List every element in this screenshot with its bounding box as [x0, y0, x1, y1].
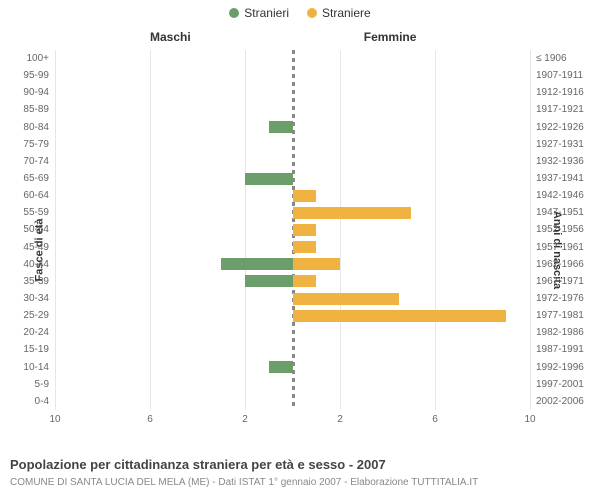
age-label: 0-4 — [35, 396, 55, 407]
bar-female — [293, 241, 317, 253]
age-row: 40-441962-1966 — [55, 256, 530, 273]
birth-year-label: 2002-2006 — [530, 396, 584, 407]
age-row: 60-641942-1946 — [55, 187, 530, 204]
age-row: 70-741932-1936 — [55, 153, 530, 170]
age-row: 50-541952-1956 — [55, 221, 530, 238]
age-label: 85-89 — [23, 104, 55, 115]
age-row: 25-291977-1981 — [55, 307, 530, 324]
x-tick: 2 — [242, 414, 248, 425]
bar-female — [293, 258, 341, 270]
age-row: 75-791927-1931 — [55, 136, 530, 153]
age-row: 45-491957-1961 — [55, 239, 530, 256]
birth-year-label: 1987-1991 — [530, 344, 584, 355]
x-tick: 6 — [147, 414, 153, 425]
age-row: 85-891917-1921 — [55, 101, 530, 118]
age-label: 25-29 — [23, 310, 55, 321]
birth-year-label: 1957-1961 — [530, 242, 584, 253]
age-row: 100+≤ 1906 — [55, 50, 530, 67]
age-row: 90-941912-1916 — [55, 84, 530, 101]
age-row: 80-841922-1926 — [55, 119, 530, 136]
bar-female — [293, 275, 317, 287]
legend-swatch — [307, 8, 317, 18]
age-label: 50-54 — [23, 224, 55, 235]
age-row: 20-241982-1986 — [55, 324, 530, 341]
age-row: 35-391967-1971 — [55, 273, 530, 290]
age-label: 30-34 — [23, 293, 55, 304]
bar-female — [293, 310, 507, 322]
age-label: 70-74 — [23, 156, 55, 167]
birth-year-label: 1982-1986 — [530, 327, 584, 338]
age-label: 20-24 — [23, 327, 55, 338]
x-tick: 10 — [49, 414, 60, 425]
age-label: 75-79 — [23, 139, 55, 150]
birth-year-label: 1972-1976 — [530, 293, 584, 304]
bar-male — [245, 275, 293, 287]
age-label: 5-9 — [35, 379, 55, 390]
age-label: 40-44 — [23, 259, 55, 270]
birth-year-label: 1927-1931 — [530, 139, 584, 150]
birth-year-label: 1937-1941 — [530, 173, 584, 184]
birth-year-label: 1977-1981 — [530, 310, 584, 321]
age-label: 65-69 — [23, 173, 55, 184]
birth-year-label: 1962-1966 — [530, 259, 584, 270]
chart-title: Popolazione per cittadinanza straniera p… — [10, 457, 386, 472]
birth-year-label: 1932-1936 — [530, 156, 584, 167]
legend-label: Stranieri — [244, 6, 289, 20]
legend-item: Straniere — [307, 6, 371, 20]
bar-male — [269, 121, 293, 133]
age-row: 10-141992-1996 — [55, 359, 530, 376]
age-row: 30-341972-1976 — [55, 290, 530, 307]
age-row: 5-91997-2001 — [55, 376, 530, 393]
birth-year-label: 1947-1951 — [530, 207, 584, 218]
chart-area: Maschi Femmine 100+≤ 190695-991907-19119… — [55, 28, 530, 430]
age-label: 15-19 — [23, 344, 55, 355]
age-label: 90-94 — [23, 87, 55, 98]
age-row: 65-691937-1941 — [55, 170, 530, 187]
column-header-female: Femmine — [364, 30, 417, 44]
birth-year-label: 1942-1946 — [530, 190, 584, 201]
legend-item: Stranieri — [229, 6, 289, 20]
plot-area: 100+≤ 190695-991907-191190-941912-191685… — [55, 50, 530, 410]
chart-subtitle: COMUNE DI SANTA LUCIA DEL MELA (ME) - Da… — [10, 477, 478, 488]
x-axis-ticks: 10622610 — [55, 412, 530, 430]
legend-label: Straniere — [322, 6, 371, 20]
age-label: 55-59 — [23, 207, 55, 218]
age-label: 100+ — [26, 53, 55, 64]
x-tick: 2 — [337, 414, 343, 425]
bar-male — [221, 258, 292, 270]
age-label: 60-64 — [23, 190, 55, 201]
age-label: 80-84 — [23, 122, 55, 133]
age-row: 55-591947-1951 — [55, 204, 530, 221]
x-tick: 6 — [432, 414, 438, 425]
birth-year-label: 1997-2001 — [530, 379, 584, 390]
age-label: 10-14 — [23, 362, 55, 373]
bar-female — [293, 293, 400, 305]
bar-female — [293, 224, 317, 236]
birth-year-label: 1907-1911 — [530, 70, 583, 81]
age-label: 95-99 — [23, 70, 55, 81]
legend: Stranieri Straniere — [0, 0, 600, 20]
birth-year-label: 1992-1996 — [530, 362, 584, 373]
birth-year-label: ≤ 1906 — [530, 53, 567, 64]
column-header-male: Maschi — [150, 30, 191, 44]
x-tick: 10 — [524, 414, 535, 425]
age-row: 0-42002-2006 — [55, 393, 530, 410]
legend-swatch — [229, 8, 239, 18]
bar-male — [245, 173, 293, 185]
age-row: 15-191987-1991 — [55, 341, 530, 358]
age-row: 95-991907-1911 — [55, 67, 530, 84]
birth-year-label: 1967-1971 — [530, 276, 584, 287]
age-label: 45-49 — [23, 242, 55, 253]
birth-year-label: 1912-1916 — [530, 87, 584, 98]
bar-female — [293, 190, 317, 202]
birth-year-label: 1952-1956 — [530, 224, 584, 235]
bar-female — [293, 207, 412, 219]
age-label: 35-39 — [23, 276, 55, 287]
birth-year-label: 1917-1921 — [530, 104, 584, 115]
bar-male — [269, 361, 293, 373]
birth-year-label: 1922-1926 — [530, 122, 584, 133]
